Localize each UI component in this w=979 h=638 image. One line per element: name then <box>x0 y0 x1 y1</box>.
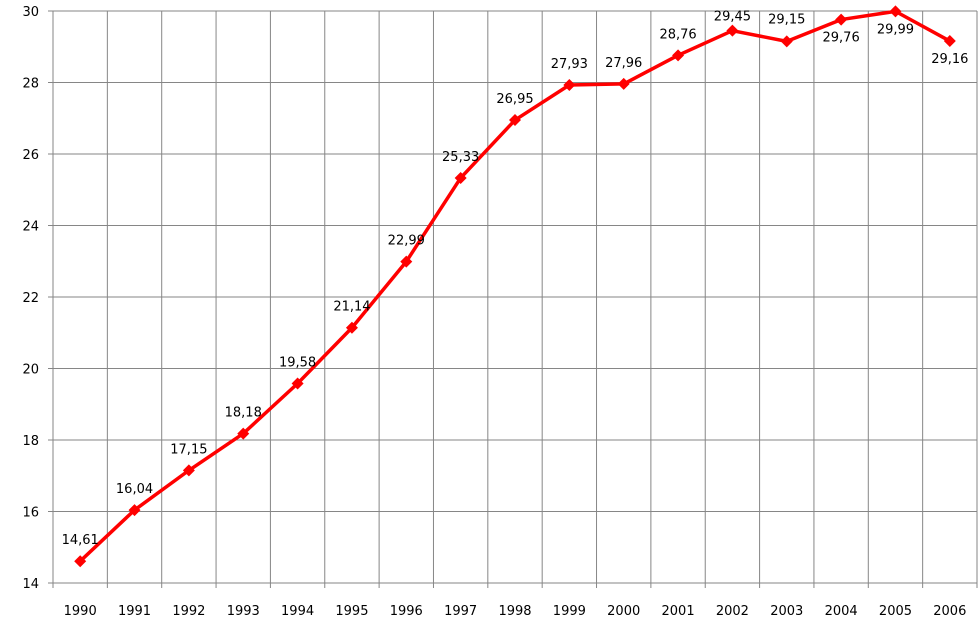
data-point-marker <box>400 255 413 268</box>
x-tick-label: 1998 <box>498 604 531 619</box>
data-point-marker <box>345 321 358 334</box>
data-label: 21,14 <box>333 300 370 315</box>
x-tick-label: 1992 <box>172 604 205 619</box>
y-tick-label: 16 <box>22 506 39 521</box>
x-tick-label: 2005 <box>879 604 912 619</box>
y-tick-label: 24 <box>22 220 39 235</box>
data-point-marker <box>128 504 141 517</box>
x-tick-label: 2004 <box>825 604 858 619</box>
y-tick-label: 20 <box>22 363 39 378</box>
data-label: 18,18 <box>225 406 262 421</box>
data-point-marker <box>943 35 956 48</box>
x-tick-label: 1991 <box>118 604 151 619</box>
data-point-marker <box>835 13 848 26</box>
data-label: 26,95 <box>496 92 533 107</box>
data-point-marker <box>509 114 521 127</box>
y-tick-label: 28 <box>22 77 39 92</box>
x-tick-label: 2000 <box>607 604 640 619</box>
data-label: 28,76 <box>659 27 696 42</box>
data-label: 19,58 <box>279 356 316 371</box>
data-point-marker <box>563 79 576 92</box>
data-point-marker <box>889 5 902 18</box>
series-markers <box>74 5 956 568</box>
x-tick-label: 1996 <box>390 604 423 619</box>
data-point-marker <box>672 49 685 62</box>
data-label: 17,15 <box>170 442 207 457</box>
data-label: 29,16 <box>931 52 968 67</box>
data-point-marker <box>726 24 739 37</box>
data-point-marker <box>780 35 793 48</box>
data-point-marker <box>74 555 87 568</box>
data-label: 25,33 <box>442 150 479 165</box>
data-labels: 14,61 16,04 17,15 18,18 19,58 21,14 22,99 25,33… <box>62 10 969 549</box>
y-tick-label: 30 <box>22 5 39 20</box>
x-tick-label: 1995 <box>335 604 368 619</box>
data-point-marker <box>454 171 467 184</box>
grid <box>52 10 978 584</box>
x-tick-label: 1999 <box>553 604 586 619</box>
y-tick-label: 26 <box>22 148 39 163</box>
x-tick-label: 2002 <box>716 604 749 619</box>
data-label: 16,04 <box>116 482 153 497</box>
data-label: 29,99 <box>877 22 914 37</box>
data-point-marker <box>291 377 304 390</box>
data-label: 14,61 <box>62 533 99 548</box>
data-label: 29,76 <box>823 31 860 46</box>
x-tick-label: 1990 <box>64 604 97 619</box>
data-label: 27,96 <box>605 56 642 71</box>
x-tick-label: 1994 <box>281 604 314 619</box>
data-label: 29,15 <box>768 12 805 27</box>
data-label: 29,45 <box>714 10 751 25</box>
x-tick-label: 1997 <box>444 604 477 619</box>
x-tick-label: 2001 <box>662 604 695 619</box>
data-point-marker <box>617 77 630 90</box>
data-label: 27,93 <box>551 57 588 72</box>
x-tick-label: 2003 <box>770 604 803 619</box>
axes: 14 16 18 20 22 24 26 28 30 1990 1991 1992 1993 1994 19… <box>22 5 978 619</box>
y-tick-label: 14 <box>22 577 39 592</box>
data-point-marker <box>182 464 195 477</box>
x-tick-label: 1993 <box>227 604 260 619</box>
y-tick-label: 22 <box>22 291 39 306</box>
y-tick-label: 18 <box>22 434 39 449</box>
data-label: 22,99 <box>388 234 425 249</box>
x-tick-label: 2006 <box>933 604 966 619</box>
data-point-marker <box>237 427 250 440</box>
